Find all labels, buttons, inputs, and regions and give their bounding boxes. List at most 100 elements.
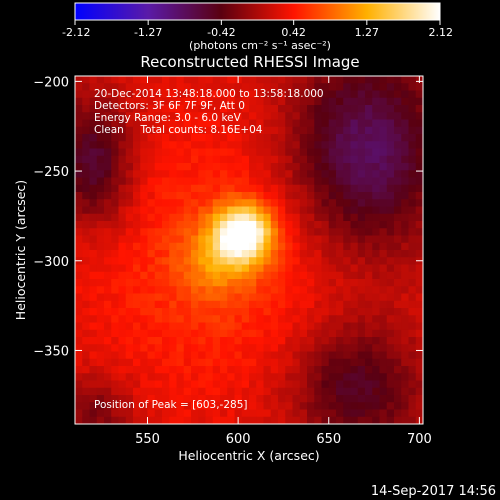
- heatmap-cell: [307, 257, 315, 265]
- heatmap-cell: [408, 134, 417, 142]
- heatmap-cell: [350, 300, 359, 309]
- heatmap-cell: [365, 380, 373, 389]
- heatmap-cell: [104, 148, 112, 157]
- heatmap-cell: [96, 199, 105, 207]
- colorbar: -2.12 -1.27 -0.42 0.42 1.27 2.12 (photons cm⁻…: [62, 2, 453, 52]
- heatmap-cell: [343, 395, 351, 403]
- heatmap-cell: [176, 221, 185, 229]
- heatmap-cell: [401, 148, 409, 157]
- heatmap-cell: [307, 148, 315, 157]
- heatmap-cell: [372, 279, 380, 287]
- heatmap-cell: [183, 293, 192, 302]
- heatmap-cell: [162, 337, 170, 345]
- heatmap-cell: [401, 105, 409, 113]
- heatmap-cell: [328, 395, 337, 403]
- heatmap-cell: [118, 221, 127, 229]
- heatmap-cell: [118, 271, 127, 280]
- heatmap-cell: [227, 366, 235, 374]
- heatmap-cell: [372, 221, 380, 229]
- heatmap-cell: [162, 184, 170, 193]
- heatmap-cell: [169, 177, 177, 186]
- heatmap-cell: [386, 395, 395, 403]
- heatmap-cell: [227, 76, 235, 84]
- heatmap-cell: [212, 192, 221, 200]
- heatmap-cell: [147, 264, 156, 273]
- heatmap-cell: [299, 97, 308, 106]
- heatmap-cell: [249, 242, 257, 251]
- heatmap-cell: [89, 177, 98, 186]
- heatmap-cell: [118, 206, 127, 215]
- heatmap-cell: [82, 134, 90, 142]
- heatmap-cell: [104, 126, 112, 135]
- heatmap-cell: [96, 242, 105, 251]
- heatmap-cell: [379, 134, 388, 142]
- heatmap-cell: [278, 337, 286, 345]
- heatmap-cell: [234, 155, 243, 164]
- heatmap-cell: [299, 192, 308, 200]
- heatmap-cell: [307, 170, 315, 178]
- heatmap-cell: [372, 300, 380, 309]
- heatmap-cell: [401, 264, 409, 273]
- heatmap-cell: [256, 177, 264, 186]
- heatmap-cell: [314, 373, 322, 381]
- heatmap-cell: [343, 380, 351, 389]
- heatmap-cell: [125, 300, 134, 309]
- heatmap-cell: [104, 83, 112, 91]
- heatmap-cell: [241, 250, 250, 258]
- heatmap-cell: [263, 83, 272, 91]
- heatmap-cell: [183, 119, 192, 128]
- heatmap-cell: [198, 126, 206, 135]
- heatmap-cell: [162, 134, 170, 142]
- heatmap-cell: [270, 358, 279, 367]
- heatmap-cell: [104, 387, 112, 396]
- heatmap-cell: [314, 250, 322, 258]
- heatmap-cell: [205, 163, 214, 171]
- heatmap-cell: [234, 126, 243, 135]
- heatmap-cell: [401, 177, 409, 186]
- heatmap-cell: [140, 213, 148, 222]
- heatmap-cell: [82, 221, 90, 229]
- heatmap-cell: [285, 358, 293, 367]
- heatmap-cell: [249, 271, 257, 280]
- heatmap-cell: [379, 380, 388, 389]
- heatmap-cell: [394, 126, 402, 135]
- heatmap-cell: [394, 134, 402, 142]
- heatmap-cell: [133, 184, 141, 193]
- heatmap-cell: [176, 322, 185, 331]
- heatmap-cell: [372, 90, 380, 99]
- y-tick-label: −200: [33, 75, 69, 90]
- heatmap-cell: [415, 351, 424, 360]
- heatmap-cell: [205, 199, 214, 207]
- heatmap-cell: [350, 228, 359, 236]
- heatmap-cell: [111, 264, 119, 273]
- heatmap-cell: [314, 112, 322, 120]
- heatmap-cell: [154, 163, 163, 171]
- heatmap-cell: [343, 322, 351, 331]
- heatmap-cell: [278, 329, 286, 338]
- heatmap-cell: [162, 192, 170, 200]
- heatmap-cell: [263, 235, 272, 244]
- heatmap-cell: [89, 221, 98, 229]
- heatmap-cell: [408, 300, 417, 309]
- heatmap-cell: [365, 213, 373, 222]
- heatmap-cell: [379, 351, 388, 360]
- heatmap-cell: [227, 119, 235, 128]
- heatmap-cell: [154, 344, 163, 352]
- heatmap-cell: [125, 293, 134, 302]
- heatmap-cell: [234, 366, 243, 374]
- heatmap-cell: [314, 228, 322, 236]
- heatmap-cell: [162, 155, 170, 164]
- heatmap-cell: [401, 228, 409, 236]
- heatmap-cell: [270, 329, 279, 338]
- heatmap-cell: [169, 329, 177, 338]
- heatmap-cell: [96, 358, 105, 367]
- heatmap-cell: [227, 148, 235, 157]
- heatmap-cell: [241, 402, 250, 410]
- heatmap-cell: [386, 308, 395, 316]
- heatmap-cell: [205, 90, 214, 99]
- heatmap-cell: [104, 416, 112, 425]
- heatmap-cell: [147, 257, 156, 265]
- heatmap-cell: [314, 90, 322, 99]
- heatmap-cell: [241, 83, 250, 91]
- heatmap-cell: [227, 358, 235, 367]
